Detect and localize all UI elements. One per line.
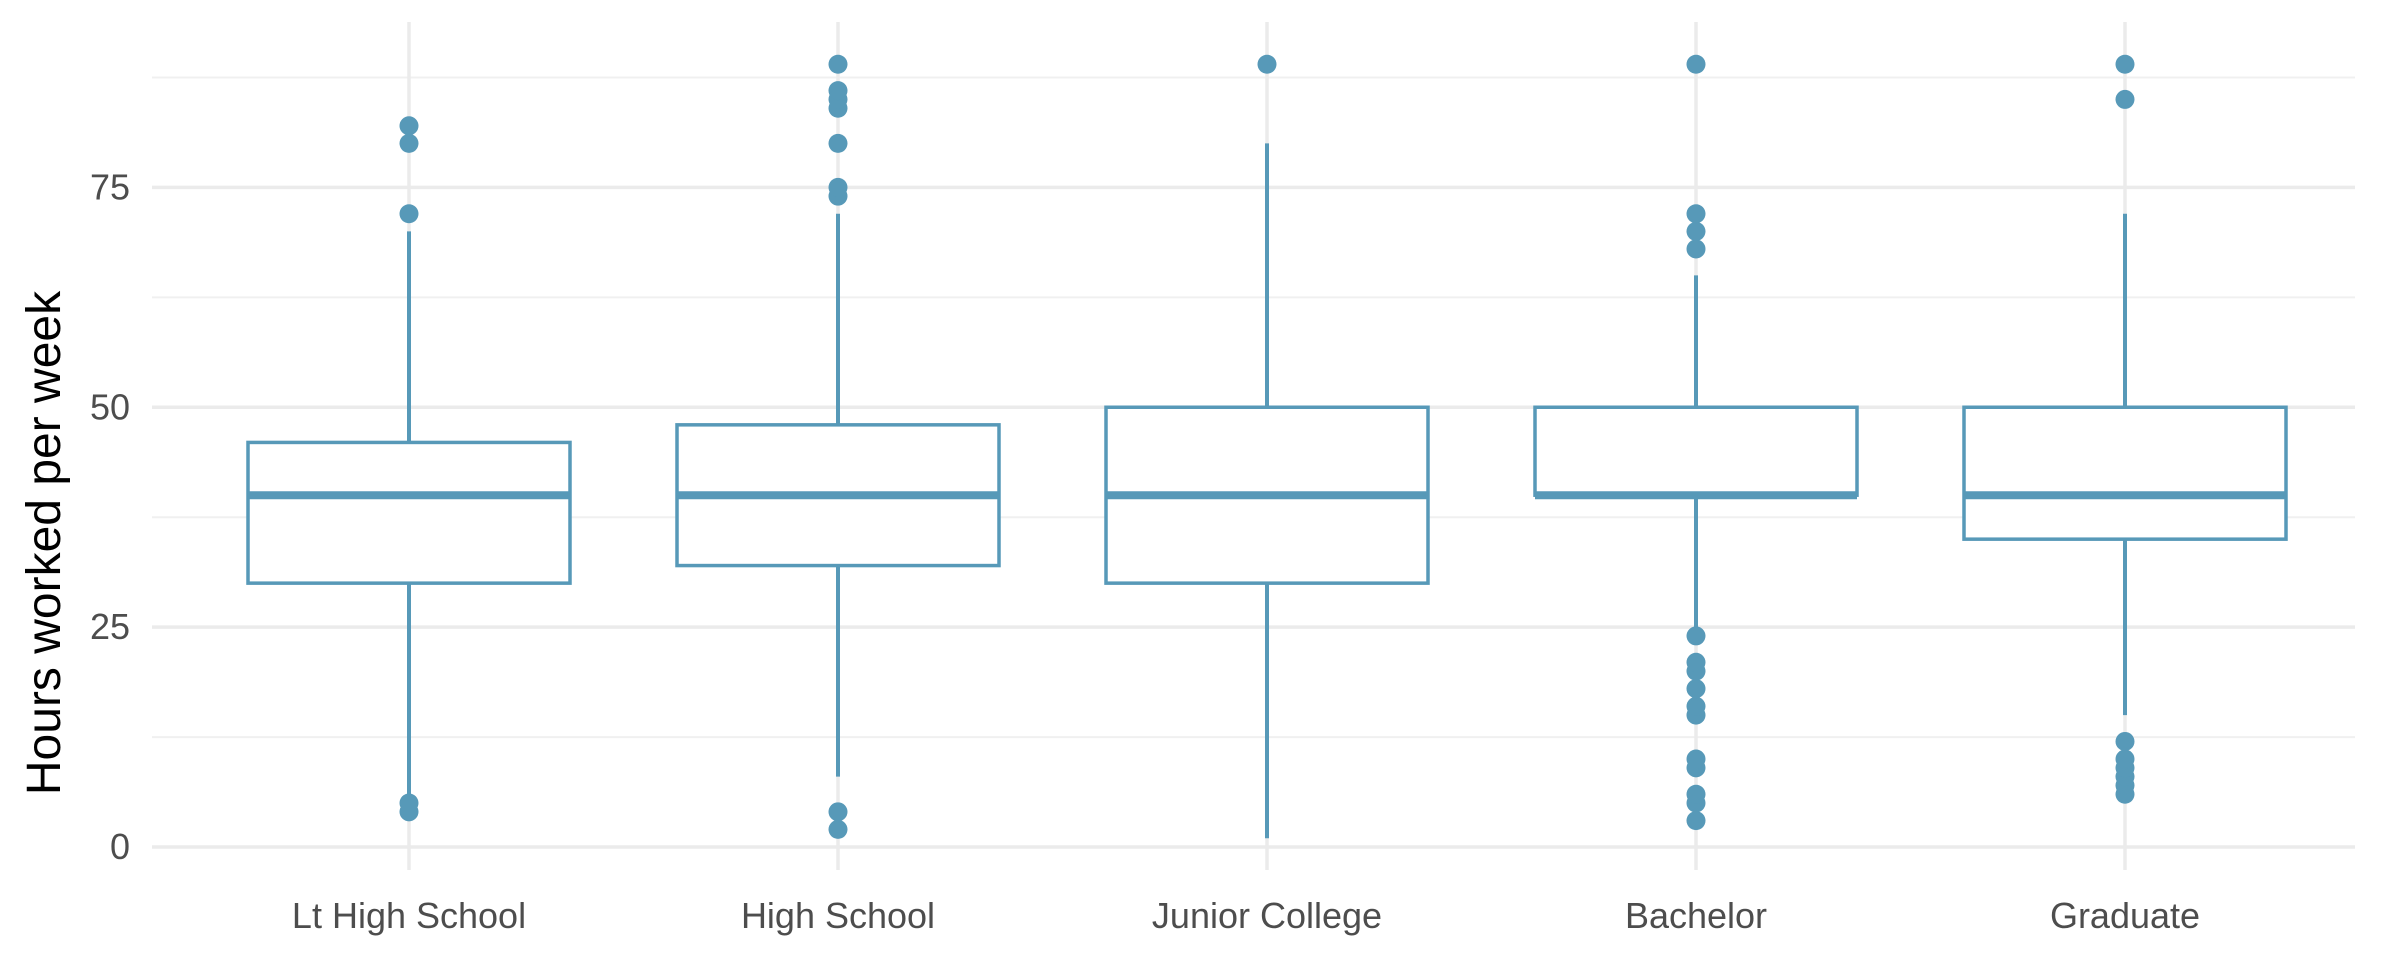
- y-tick-label: 50: [90, 386, 130, 427]
- outlier-point: [1686, 239, 1706, 259]
- box-group: [675, 54, 1001, 839]
- outlier-point: [1686, 626, 1706, 646]
- boxes: [246, 54, 2288, 839]
- outlier-point: [1686, 679, 1706, 699]
- y-axis-title: Hours worked per week: [18, 290, 71, 795]
- outlier-point: [399, 793, 419, 813]
- outlier-point: [828, 819, 848, 839]
- outlier-point: [828, 177, 848, 197]
- box-iqr: [246, 440, 572, 585]
- outlier-point: [1257, 54, 1277, 74]
- outlier-point: [828, 133, 848, 153]
- outlier-point: [399, 133, 419, 153]
- outlier-point: [828, 81, 848, 101]
- x-tick-label: Junior College: [1152, 895, 1382, 936]
- outlier-point: [399, 204, 419, 224]
- x-tick-label: High School: [741, 895, 935, 936]
- y-tick-label: 25: [90, 606, 130, 647]
- outlier-point: [2115, 749, 2135, 769]
- outlier-point: [1686, 811, 1706, 831]
- x-tick-label: Lt High School: [292, 895, 526, 936]
- axis-ticks: 0 25 50 75 Lt High School High School Junior C…: [90, 166, 2200, 936]
- box-group: [1533, 54, 1859, 831]
- outlier-point: [2115, 731, 2135, 751]
- outlier-point: [1686, 749, 1706, 769]
- outlier-point: [399, 116, 419, 136]
- box-group: [246, 116, 572, 822]
- outlier-point: [1686, 54, 1706, 74]
- outlier-point: [828, 54, 848, 74]
- x-tick-label: Graduate: [2050, 895, 2200, 936]
- y-tick-label: 0: [110, 826, 130, 867]
- outlier-point: [2115, 54, 2135, 74]
- outlier-point: [1686, 696, 1706, 716]
- outlier-point: [2115, 89, 2135, 109]
- box-group: [1104, 54, 1430, 839]
- outlier-point: [1686, 652, 1706, 672]
- y-tick-label: 75: [90, 166, 130, 207]
- box-group: [1962, 54, 2288, 804]
- x-tick-label: Bachelor: [1625, 895, 1767, 936]
- outlier-point: [1686, 221, 1706, 241]
- outlier-point: [1686, 204, 1706, 224]
- outlier-point: [1686, 784, 1706, 804]
- box-iqr: [1533, 405, 1859, 497]
- box-iqr: [1962, 405, 2288, 541]
- outlier-point: [828, 802, 848, 822]
